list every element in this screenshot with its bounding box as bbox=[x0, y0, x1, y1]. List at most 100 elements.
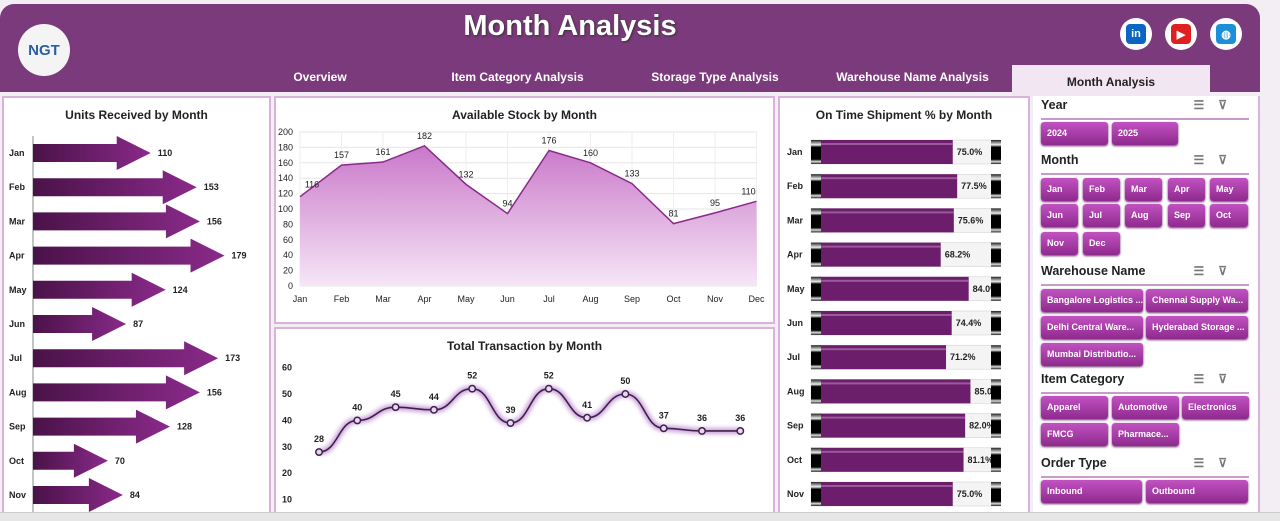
multi-select-icon[interactable]: ☰ bbox=[1193, 372, 1219, 386]
data-label: 45 bbox=[391, 389, 401, 399]
bar-cap-right bbox=[991, 345, 1001, 370]
y-tick-label: 30 bbox=[282, 442, 292, 452]
data-label: 44 bbox=[429, 392, 439, 402]
slicer-header-month: Month ☰⊽ bbox=[1041, 153, 1249, 175]
data-label: 70 bbox=[115, 456, 125, 466]
social-button[interactable]: ◍ bbox=[1210, 18, 1242, 50]
data-point bbox=[544, 384, 553, 393]
arrow-bar bbox=[33, 443, 108, 478]
slicer-button[interactable]: Mumbai Distributio... bbox=[1041, 343, 1143, 366]
logo-text: NGT bbox=[28, 41, 60, 59]
slicer-button[interactable]: Apr bbox=[1168, 178, 1205, 201]
x-tick-label: May bbox=[457, 294, 475, 304]
data-label: 52 bbox=[544, 371, 554, 381]
slicer-button[interactable]: Chennai Supply Wa... bbox=[1146, 289, 1248, 312]
chart-title: Available Stock by Month bbox=[452, 108, 597, 122]
data-label: 40 bbox=[352, 402, 362, 412]
y-tick-label: 160 bbox=[278, 158, 293, 168]
slicer-button[interactable]: Jan bbox=[1041, 178, 1078, 201]
data-label: 36 bbox=[697, 413, 707, 423]
arrow-bar bbox=[33, 307, 127, 341]
slicer-button[interactable]: Oct bbox=[1210, 204, 1248, 227]
data-point bbox=[468, 384, 477, 393]
data-label: 84.0% bbox=[973, 284, 999, 294]
x-tick-label: Jun bbox=[500, 294, 515, 304]
x-tick-label: Oct bbox=[666, 294, 681, 304]
social-button[interactable]: ▶ bbox=[1165, 18, 1197, 50]
tab-warehouse-name-analysis[interactable]: Warehouse Name Analysis bbox=[836, 70, 989, 84]
multi-select-icon[interactable]: ☰ bbox=[1193, 456, 1219, 470]
sheet-tab-bar[interactable] bbox=[0, 512, 1280, 521]
tab-storage-type-analysis[interactable]: Storage Type Analysis bbox=[651, 70, 779, 84]
slicer-button[interactable]: 2024 bbox=[1041, 122, 1108, 145]
bar-highlight bbox=[820, 143, 953, 145]
clear-filter-icon[interactable]: ⊽ bbox=[1218, 372, 1241, 386]
data-label: 75.6% bbox=[958, 215, 984, 225]
multi-select-icon[interactable]: ☰ bbox=[1193, 98, 1219, 112]
data-label: 94 bbox=[502, 199, 512, 209]
slicer-header-order-type: Order Type ☰⊽ bbox=[1041, 456, 1249, 478]
data-label: 75.0% bbox=[957, 147, 983, 157]
data-label: 39 bbox=[505, 405, 515, 415]
bar-cap-right bbox=[991, 413, 1001, 438]
slicer-button[interactable]: Pharmace... bbox=[1112, 423, 1179, 446]
data-label: 28 bbox=[314, 434, 324, 444]
slicer-button[interactable]: Feb bbox=[1083, 178, 1120, 201]
slicer-button[interactable]: Bangalore Logistics ... bbox=[1041, 289, 1143, 312]
clear-filter-icon[interactable]: ⊽ bbox=[1218, 98, 1241, 112]
slicer-button[interactable]: FMCG bbox=[1041, 423, 1108, 446]
data-point bbox=[429, 405, 438, 414]
y-tick-label: 120 bbox=[278, 189, 293, 199]
data-label: 84 bbox=[130, 490, 140, 500]
area-line bbox=[299, 144, 757, 225]
slicer-button[interactable]: Nov bbox=[1041, 232, 1078, 255]
bar-cap-left bbox=[811, 447, 821, 472]
slicer-button[interactable]: Jun bbox=[1041, 204, 1078, 227]
data-label: 36 bbox=[735, 413, 745, 423]
social-button[interactable]: in bbox=[1120, 18, 1152, 50]
slicer-button[interactable]: Sep bbox=[1168, 204, 1205, 227]
data-label: 74.4% bbox=[956, 318, 982, 328]
slicer-button[interactable]: Apparel bbox=[1041, 396, 1108, 419]
y-tick-label: 50 bbox=[282, 389, 292, 399]
tab-month-analysis[interactable]: Month Analysis bbox=[1012, 65, 1210, 96]
category-label: Nov bbox=[9, 490, 26, 500]
data-label: 37 bbox=[659, 410, 669, 420]
slicer-button[interactable]: 2025 bbox=[1112, 122, 1178, 145]
clear-filter-icon[interactable]: ⊽ bbox=[1218, 264, 1241, 278]
multi-select-icon[interactable]: ☰ bbox=[1193, 153, 1219, 167]
clear-filter-icon[interactable]: ⊽ bbox=[1218, 456, 1241, 470]
data-point bbox=[583, 413, 592, 422]
bar-highlight bbox=[820, 314, 952, 316]
data-label: 95 bbox=[710, 198, 720, 208]
y-tick-label: 20 bbox=[282, 468, 292, 478]
x-tick-label: Nov bbox=[707, 294, 724, 304]
category-label: Nov bbox=[787, 489, 804, 499]
slicer-button[interactable]: Delhi Central Ware... bbox=[1041, 316, 1143, 339]
data-label: 110 bbox=[158, 148, 173, 158]
data-label: 85.0% bbox=[974, 386, 1000, 396]
slicer-button[interactable]: Outbound bbox=[1146, 480, 1248, 503]
slicer-button[interactable]: Mar bbox=[1125, 178, 1162, 201]
clear-filter-icon[interactable]: ⊽ bbox=[1218, 153, 1241, 167]
slicer-button[interactable]: May bbox=[1210, 178, 1248, 201]
slicer-button[interactable]: Inbound bbox=[1041, 480, 1142, 503]
multi-select-icon[interactable]: ☰ bbox=[1193, 264, 1219, 278]
data-label: 160 bbox=[583, 148, 598, 158]
slicer-button[interactable]: Hyderabad Storage ... bbox=[1146, 316, 1248, 339]
data-label: 52 bbox=[467, 371, 477, 381]
x-tick-label: Feb bbox=[334, 294, 350, 304]
slicer-button[interactable]: Automotive bbox=[1112, 396, 1179, 419]
slicer-button[interactable]: Jul bbox=[1083, 204, 1120, 227]
y-tick-label: 200 bbox=[278, 127, 293, 137]
tab-item-category-analysis[interactable]: Item Category Analysis bbox=[451, 70, 584, 84]
slicer-button[interactable]: Electronics bbox=[1182, 396, 1249, 419]
slicer-button[interactable]: Dec bbox=[1083, 232, 1120, 255]
tab-overview[interactable]: Overview bbox=[293, 70, 347, 84]
category-label: Jun bbox=[787, 318, 803, 328]
category-label: Jan bbox=[787, 147, 803, 157]
bar-cap-left bbox=[811, 276, 821, 301]
page-title: Month Analysis bbox=[463, 10, 677, 42]
slicer-button[interactable]: Aug bbox=[1125, 204, 1162, 227]
category-label: Jan bbox=[9, 148, 25, 158]
